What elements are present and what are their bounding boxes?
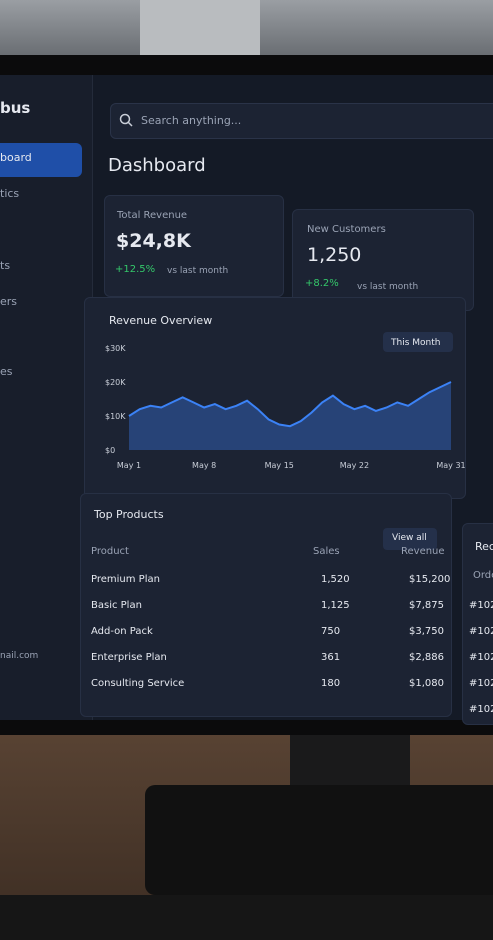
nav-item[interactable]: board [0,151,32,164]
window [140,0,260,60]
x-tick-label: May 1 [117,461,141,470]
y-tick-label: $10K [105,412,126,421]
y-tick-label: $20K [105,378,126,387]
kpi-value: 1,250 [307,244,362,266]
nav-item[interactable]: ers [0,295,18,308]
search-placeholder: Search anything... [141,114,242,127]
order-id: #1023 [469,652,493,663]
chart-panel: Revenue Overview This Month $0 $10K $20K $3… [84,297,466,499]
kpi-card: Total Revenue $24,8K +12.5% vs last mont… [104,195,284,297]
column-header: Product [91,546,129,557]
order-id: #102 [469,626,493,637]
y-tick-label: $30K [105,344,126,353]
kpi-card: New Customers 1,250 +8.2% vs last month [292,209,474,311]
filter-label[interactable]: This Month [390,338,440,348]
x-tick-label: May 8 [192,461,216,470]
y-tick-label: $0 [105,446,115,455]
nav-item[interactable]: es [0,365,13,378]
kpi-value: $24,8K [116,230,191,252]
column-header: Sales [313,546,340,557]
kpi-change: +8.2% [305,278,339,289]
line-chart: Revenue Overview This Month $0 $10K $20K $3… [105,314,466,470]
cell-number: 1,520 [321,574,350,585]
recent-column: Orde [473,570,493,581]
area [129,382,451,450]
button-label[interactable]: View all [392,533,427,543]
recent-list: #102 #102 #1023 #1023 #1023 [463,524,493,724]
view-all-button[interactable]: View all [383,528,437,550]
screen: bus board tics ts ers es nail.com Search… [0,75,493,725]
column-header: Revenue [401,546,445,557]
x-tick-label: May 31 [436,461,465,470]
nav-item[interactable]: tics [0,187,20,200]
keyboard [0,895,493,940]
filter-dropdown[interactable] [383,332,453,352]
cell-number: 361 [321,652,341,663]
kpi-label: Total Revenue [117,210,188,221]
nav-item[interactable]: ts [0,259,11,272]
recent-title: Rec [475,540,493,553]
cell-number: 750 [321,626,341,637]
line [128,381,452,428]
cell-number: $7,875 [409,600,444,611]
cell-product: Consulting Service [91,678,185,689]
sidebar: bus board tics ts ers es nail.com [0,75,93,720]
products-panel: Top Products View all Product Sales Revenu… [80,493,452,717]
search-icon [119,113,133,127]
chart-title: Revenue Overview [109,314,212,327]
search-bar[interactable]: Search anything... [110,103,493,139]
cell-number: $1,080 [409,678,444,689]
cell-number: 180 [321,678,341,689]
kpi-note: vs last month [357,282,419,292]
active-item-bg [0,143,82,177]
x-tick-label: May 22 [340,461,369,470]
user-email: nail.com [0,651,39,661]
cell-product: Premium Plan [91,574,160,585]
kpi-change: +12.5% [115,264,156,275]
products-table: Product Sales Revenue Premium Plan 1,520 $15,… [81,494,451,716]
x-tick-label: May 15 [265,461,294,470]
cell-number: $15,200 [409,574,451,585]
recent-panel: Rec Orde #102 #102 #1023 #1023 #1023 [462,523,493,725]
order-id: #102 [469,600,493,611]
cell-product: Basic Plan [91,600,142,611]
cell-number: $2,886 [409,652,444,663]
order-id: #1023 [469,678,493,689]
cell-number: $3,750 [409,626,444,637]
cell-product: Enterprise Plan [91,652,167,663]
cell-product: Add-on Pack [91,626,153,637]
kpi-note: vs last month [167,266,229,276]
brand: bus [0,99,31,117]
table-title: Top Products [94,508,164,521]
page-title: Dashboard [108,155,206,176]
monitor-base [145,785,493,895]
order-id: #1023 [469,704,493,715]
cell-number: 1,125 [321,600,350,611]
kpi-label: New Customers [307,224,386,235]
